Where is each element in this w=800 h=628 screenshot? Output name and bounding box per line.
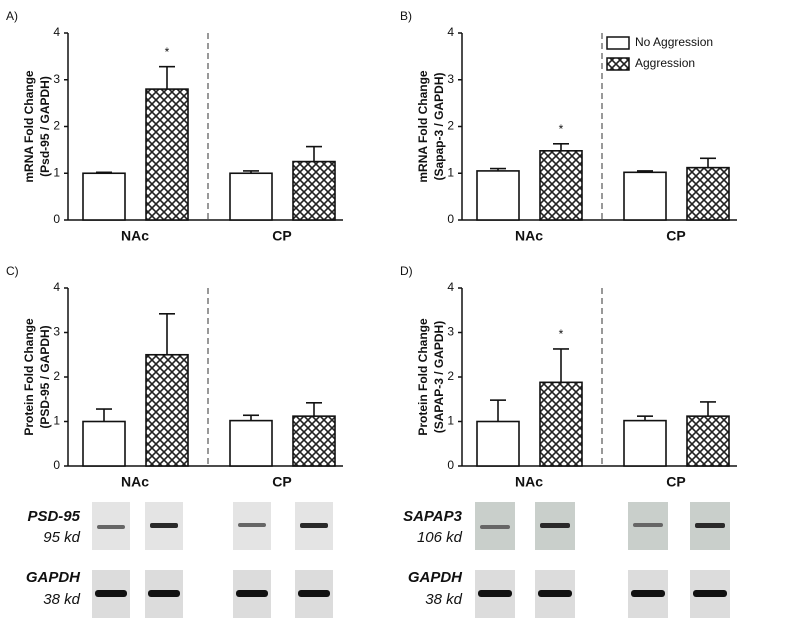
y-tick-label: 2 bbox=[53, 369, 60, 383]
bar bbox=[229, 172, 273, 221]
blot-band bbox=[540, 523, 570, 528]
blot-control-size: 38 kd bbox=[425, 591, 462, 608]
blot-band bbox=[97, 525, 125, 529]
y-axis-label: (Psd-95 / GAPDH) bbox=[38, 76, 52, 177]
y-tick-label: 0 bbox=[447, 458, 454, 472]
blot-band bbox=[480, 525, 510, 529]
y-tick-label: 1 bbox=[53, 414, 60, 428]
bar bbox=[476, 420, 520, 467]
panel-label: A) bbox=[6, 9, 18, 23]
bar bbox=[623, 419, 667, 467]
y-axis-label: (SAPAP-3 / GAPDH) bbox=[432, 321, 446, 433]
y-tick-label: 4 bbox=[447, 280, 454, 294]
bar bbox=[476, 170, 520, 221]
blot-band bbox=[95, 590, 127, 597]
x-tick-label: CP bbox=[272, 228, 291, 244]
blot-control: GAPDH bbox=[408, 569, 463, 586]
blot-target: SAPAP3 bbox=[403, 508, 463, 525]
bar bbox=[82, 172, 126, 221]
y-tick-label: 2 bbox=[447, 369, 454, 383]
bar bbox=[686, 166, 730, 221]
bar bbox=[292, 415, 336, 467]
blot-band bbox=[148, 590, 180, 597]
blot-band bbox=[695, 523, 725, 528]
blot-target: PSD-95 bbox=[27, 508, 80, 525]
bar bbox=[623, 171, 667, 221]
y-tick-label: 3 bbox=[53, 325, 60, 339]
y-axis-label: mRNA Fold Change bbox=[416, 70, 430, 183]
blot-target-size: 106 kd bbox=[417, 529, 463, 546]
blot-band bbox=[150, 523, 178, 528]
legend-swatch bbox=[606, 36, 630, 50]
y-axis-label: (Sapap-3 / GAPDH) bbox=[432, 72, 446, 180]
y-tick-label: 0 bbox=[53, 212, 60, 226]
panel-label: B) bbox=[400, 9, 412, 23]
y-tick-label: 1 bbox=[53, 165, 60, 179]
bar bbox=[82, 420, 126, 467]
bar bbox=[539, 381, 583, 467]
y-axis-label: (PSD-95 / GAPDH) bbox=[38, 325, 52, 428]
bar bbox=[229, 419, 273, 467]
legend-label: No Aggression bbox=[635, 35, 713, 49]
bar bbox=[145, 353, 189, 467]
x-tick-label: CP bbox=[666, 228, 685, 244]
x-tick-label: NAc bbox=[121, 228, 149, 244]
blot-band bbox=[478, 590, 512, 597]
x-tick-label: NAc bbox=[121, 474, 149, 490]
significance-marker: * bbox=[559, 327, 564, 341]
significance-marker: * bbox=[559, 122, 564, 136]
y-tick-label: 3 bbox=[447, 325, 454, 339]
y-axis-label: Protein Fold Change bbox=[22, 318, 36, 436]
legend-swatch bbox=[606, 57, 630, 71]
y-tick-label: 1 bbox=[447, 414, 454, 428]
bar bbox=[145, 88, 189, 221]
y-tick-label: 4 bbox=[53, 280, 60, 294]
blot-band bbox=[236, 590, 268, 597]
blot-band bbox=[693, 590, 727, 597]
panel-label: D) bbox=[400, 264, 413, 278]
y-tick-label: 3 bbox=[447, 72, 454, 86]
y-axis-label: mRNA Fold Change bbox=[22, 70, 36, 183]
blot-band bbox=[298, 590, 330, 597]
blot-control: GAPDH bbox=[26, 569, 81, 586]
blot-band bbox=[631, 590, 665, 597]
bar bbox=[686, 415, 730, 467]
y-axis-label: Protein Fold Change bbox=[416, 318, 430, 436]
y-tick-label: 4 bbox=[53, 25, 60, 39]
legend-label: Aggression bbox=[635, 56, 695, 70]
blot-target-size: 95 kd bbox=[43, 529, 80, 546]
x-tick-label: NAc bbox=[515, 228, 543, 244]
x-tick-label: CP bbox=[666, 474, 685, 490]
y-tick-label: 4 bbox=[447, 25, 454, 39]
blot-band bbox=[238, 523, 266, 527]
blot-control-size: 38 kd bbox=[43, 591, 80, 608]
panel-label: C) bbox=[6, 264, 19, 278]
blot-band bbox=[538, 590, 572, 597]
y-tick-label: 2 bbox=[447, 119, 454, 133]
y-tick-label: 1 bbox=[447, 165, 454, 179]
blot-band bbox=[300, 523, 328, 528]
y-tick-label: 0 bbox=[53, 458, 60, 472]
y-tick-label: 2 bbox=[53, 119, 60, 133]
significance-marker: * bbox=[165, 45, 170, 59]
y-tick-label: 0 bbox=[447, 212, 454, 226]
bar bbox=[539, 150, 583, 221]
bar bbox=[292, 160, 336, 221]
blot-band bbox=[633, 523, 663, 527]
x-tick-label: NAc bbox=[515, 474, 543, 490]
x-tick-label: CP bbox=[272, 474, 291, 490]
y-tick-label: 3 bbox=[53, 72, 60, 86]
